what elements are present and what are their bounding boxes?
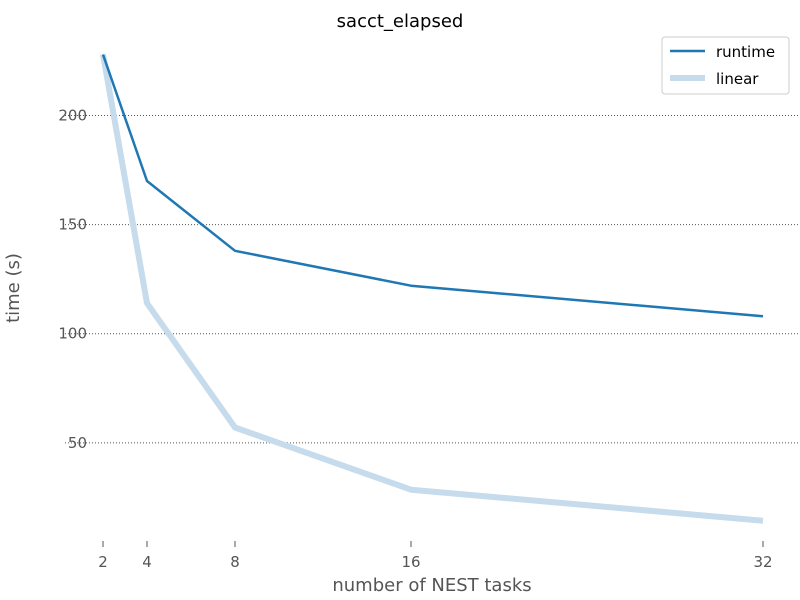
y-tick-label: 150 [58, 216, 87, 234]
series-lines [100, 53, 764, 524]
legend-label-linear: linear [716, 70, 759, 88]
series-line-runtime [101, 54, 764, 318]
legend: runtime linear [661, 36, 790, 95]
y-tick-label: 50 [68, 434, 87, 452]
x-axis-label: number of NEST tasks [332, 575, 531, 596]
x-tick-label: 8 [230, 553, 240, 571]
y-tick-label: 100 [58, 325, 87, 343]
x-tick-label: 16 [401, 553, 420, 571]
grid [65, 115, 800, 444]
x-tick-label: 2 [98, 553, 108, 571]
y-axis-ticks: 50 100 150 200 [58, 107, 87, 452]
x-tick-label: 32 [753, 553, 772, 571]
y-axis-label: time (s) [3, 253, 24, 323]
x-axis-ticks: 2 4 8 16 32 [98, 541, 773, 571]
x-tick-label: 4 [142, 553, 152, 571]
chart-title: sacct_elapsed [337, 11, 464, 32]
legend-label-runtime: runtime [716, 43, 775, 61]
y-tick-label: 200 [58, 107, 87, 125]
series-line-linear [100, 53, 764, 524]
